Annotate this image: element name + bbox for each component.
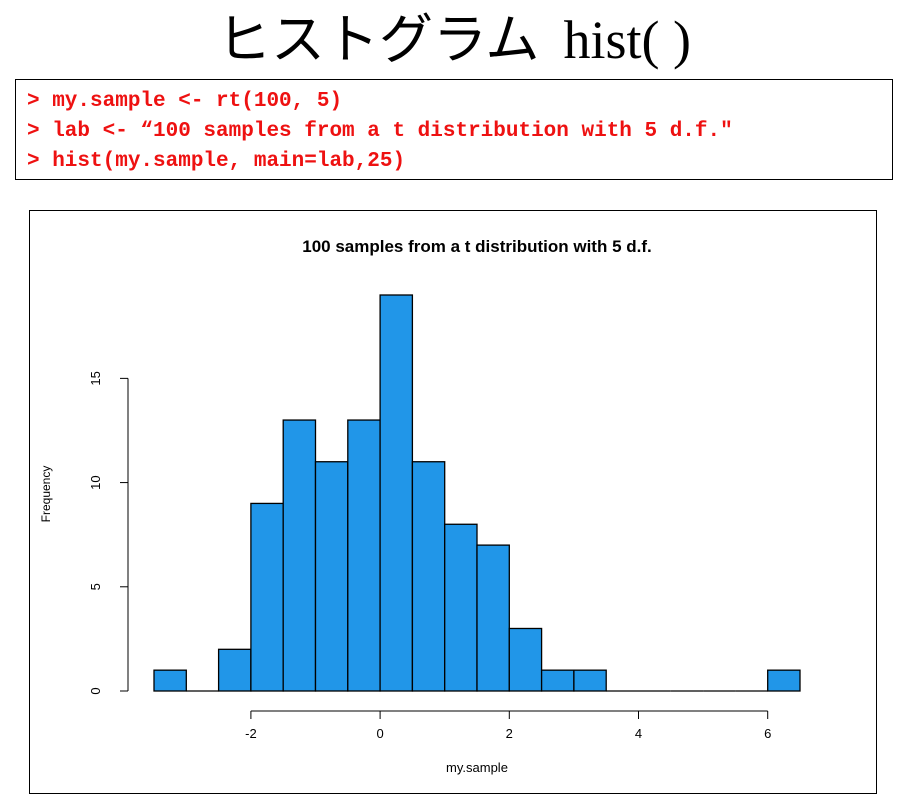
histogram-bar (444, 523, 478, 692)
bars-group (153, 294, 801, 692)
y-tick-label: 10 (88, 475, 103, 489)
histogram-bar (282, 419, 317, 692)
histogram-bar (217, 648, 252, 692)
histogram-bar (767, 669, 801, 692)
histogram-chart: 100 samples from a t distribution with 5… (39, 237, 801, 775)
x-tick-label: 6 (764, 726, 771, 741)
code-line-1: > my.sample <- rt(100, 5) (27, 90, 343, 113)
chart-title: 100 samples from a t distribution with 5… (302, 237, 652, 256)
histogram-bar (411, 461, 446, 692)
histogram-bar (540, 669, 575, 692)
x-tick-label: 2 (506, 726, 513, 741)
code-box: > my.sample <- rt(100, 5) > lab <- “100 … (15, 79, 893, 180)
plot-frame: 100 samples from a t distribution with 5… (29, 210, 877, 794)
histogram-bar (573, 669, 607, 692)
y-tick-label: 0 (88, 687, 103, 694)
y-tick-label: 15 (88, 371, 103, 385)
histogram-bar (250, 502, 284, 692)
histogram-bar (347, 419, 381, 692)
histogram-bar (508, 627, 543, 692)
histogram-bar (379, 294, 414, 692)
code-line-3: > hist(my.sample, main=lab,25) (27, 150, 406, 173)
y-axis: 0 5 10 15 (88, 371, 129, 695)
y-axis-label: Frequency (39, 466, 53, 523)
histogram-bar (153, 669, 187, 692)
x-axis-label: my.sample (446, 760, 508, 775)
x-tick-label: -2 (245, 726, 257, 741)
x-axis: -2 0 2 4 6 (245, 710, 771, 741)
y-tick-label: 5 (88, 583, 103, 590)
histogram-bar (476, 544, 510, 692)
slide-title-japanese: ヒストグラム (217, 10, 540, 70)
x-tick-label: 0 (376, 726, 383, 741)
slide-title-function: hist( ) (563, 10, 691, 70)
slide-title: ヒストグラム hist( ) (0, 4, 908, 76)
code-line-2: > lab <- “100 samples from a t distribut… (27, 120, 733, 143)
histogram-bar (314, 461, 349, 692)
x-tick-label: 4 (635, 726, 642, 741)
